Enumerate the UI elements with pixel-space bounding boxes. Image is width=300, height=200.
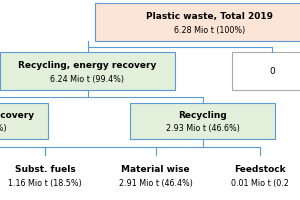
Text: Material wise: Material wise	[121, 165, 190, 174]
FancyBboxPatch shape	[118, 155, 193, 195]
FancyBboxPatch shape	[0, 103, 48, 139]
Text: 0.01 Mio t (0.2: 0.01 Mio t (0.2	[231, 179, 289, 188]
Text: 6.24 Mio t (99.4%): 6.24 Mio t (99.4%)	[50, 75, 124, 84]
Text: 0: 0	[269, 66, 275, 75]
FancyBboxPatch shape	[225, 155, 295, 195]
Text: 2.91 Mio t (46.4%): 2.91 Mio t (46.4%)	[118, 179, 192, 188]
Text: Feedstock: Feedstock	[234, 165, 286, 174]
FancyBboxPatch shape	[10, 155, 80, 195]
Text: Plastic waste, Total 2019: Plastic waste, Total 2019	[146, 12, 274, 21]
Text: Recycling, energy recovery: Recycling, energy recovery	[18, 61, 157, 70]
FancyBboxPatch shape	[232, 52, 300, 90]
Text: Energy recovery: Energy recovery	[0, 111, 34, 120]
Text: 2.93 Mio t (46.6%): 2.93 Mio t (46.6%)	[166, 124, 239, 133]
Text: Subst. fuels: Subst. fuels	[15, 165, 75, 174]
FancyBboxPatch shape	[0, 52, 175, 90]
Text: 6.28 Mio t (100%): 6.28 Mio t (100%)	[174, 26, 246, 35]
Text: 1.16 Mio t (18.5%): 1.16 Mio t (18.5%)	[8, 179, 82, 188]
FancyBboxPatch shape	[130, 103, 275, 139]
Text: 52.8%): 52.8%)	[0, 124, 7, 133]
Text: Recycling: Recycling	[178, 111, 227, 120]
FancyBboxPatch shape	[95, 3, 300, 41]
